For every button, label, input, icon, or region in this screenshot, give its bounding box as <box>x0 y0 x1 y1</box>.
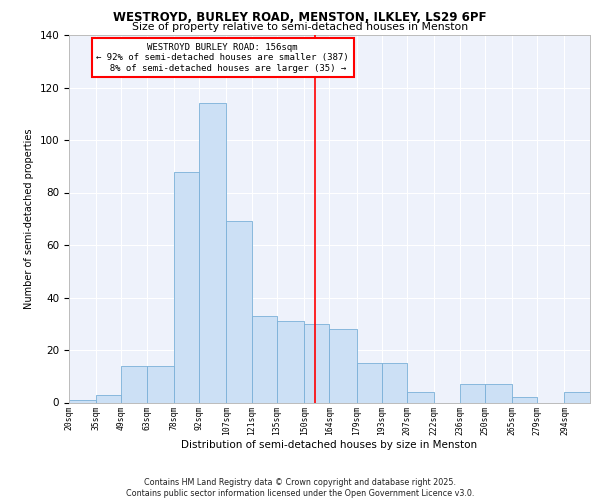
Text: WESTROYD, BURLEY ROAD, MENSTON, ILKLEY, LS29 6PF: WESTROYD, BURLEY ROAD, MENSTON, ILKLEY, … <box>113 11 487 24</box>
Text: WESTROYD BURLEY ROAD: 156sqm
← 92% of semi-detached houses are smaller (387)
  8: WESTROYD BURLEY ROAD: 156sqm ← 92% of se… <box>97 43 349 72</box>
Bar <box>512 397 538 402</box>
Bar <box>407 392 434 402</box>
Bar <box>485 384 512 402</box>
X-axis label: Distribution of semi-detached houses by size in Menston: Distribution of semi-detached houses by … <box>181 440 478 450</box>
Text: Size of property relative to semi-detached houses in Menston: Size of property relative to semi-detach… <box>132 22 468 32</box>
Text: Contains HM Land Registry data © Crown copyright and database right 2025.
Contai: Contains HM Land Registry data © Crown c… <box>126 478 474 498</box>
Bar <box>199 104 226 403</box>
Bar <box>329 329 356 402</box>
Bar <box>277 321 304 402</box>
Bar <box>174 172 199 402</box>
Bar <box>147 366 174 403</box>
Bar <box>382 363 407 403</box>
Bar <box>121 366 147 403</box>
Y-axis label: Number of semi-detached properties: Number of semi-detached properties <box>24 128 34 309</box>
Bar <box>226 222 251 402</box>
Bar <box>251 316 277 402</box>
Bar <box>565 392 590 402</box>
Bar <box>460 384 485 402</box>
Bar <box>69 400 96 402</box>
Bar <box>96 394 121 402</box>
Bar <box>356 363 382 403</box>
Bar <box>304 324 329 402</box>
